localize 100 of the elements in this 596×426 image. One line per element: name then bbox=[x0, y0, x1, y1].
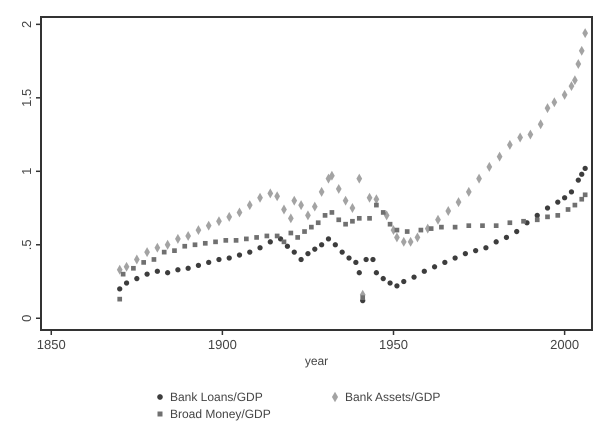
point bbox=[422, 268, 427, 274]
point bbox=[374, 270, 380, 276]
point bbox=[295, 235, 300, 240]
point bbox=[124, 280, 130, 286]
point bbox=[439, 224, 444, 230]
y-tick-label: 2 bbox=[19, 20, 34, 28]
legend-label: Bank Loans/GDP bbox=[170, 390, 263, 404]
legend-label: Bank Assets/GDP bbox=[345, 390, 440, 404]
point bbox=[428, 226, 434, 231]
point bbox=[186, 266, 191, 271]
y-tick-label: 1 bbox=[19, 168, 34, 175]
point bbox=[257, 245, 263, 250]
point bbox=[305, 250, 311, 256]
point bbox=[380, 210, 386, 215]
point bbox=[353, 260, 359, 266]
point bbox=[131, 266, 136, 271]
point bbox=[247, 249, 252, 255]
point bbox=[545, 214, 550, 220]
x-axis-title: year bbox=[304, 354, 328, 368]
point bbox=[568, 189, 574, 195]
point bbox=[374, 202, 379, 208]
y-tick-label: .5 bbox=[19, 239, 34, 250]
point bbox=[216, 256, 222, 262]
point bbox=[544, 205, 550, 211]
point bbox=[356, 216, 362, 221]
point bbox=[318, 242, 324, 248]
x-tick-label: 1850 bbox=[36, 337, 66, 352]
point bbox=[154, 268, 160, 274]
point bbox=[322, 213, 328, 218]
point bbox=[234, 238, 238, 243]
point bbox=[316, 220, 321, 226]
point bbox=[401, 278, 406, 284]
point bbox=[579, 172, 584, 177]
point bbox=[555, 200, 560, 205]
point bbox=[514, 228, 520, 234]
point bbox=[202, 240, 208, 246]
point bbox=[162, 250, 167, 254]
y-tick-label: 0 bbox=[19, 314, 34, 322]
point bbox=[555, 213, 560, 218]
point bbox=[302, 229, 307, 234]
point bbox=[452, 224, 458, 230]
point bbox=[494, 239, 499, 244]
point bbox=[387, 280, 393, 286]
point bbox=[380, 276, 386, 282]
point bbox=[356, 270, 362, 276]
point bbox=[298, 256, 304, 262]
point bbox=[566, 207, 570, 212]
point bbox=[411, 274, 417, 280]
point bbox=[274, 234, 280, 238]
point bbox=[282, 239, 286, 244]
point bbox=[192, 242, 198, 248]
point bbox=[336, 217, 342, 222]
point bbox=[244, 236, 249, 242]
point bbox=[120, 272, 126, 277]
point bbox=[442, 260, 448, 266]
point bbox=[340, 249, 345, 255]
x-tick-label: 1900 bbox=[208, 337, 237, 352]
point bbox=[134, 276, 140, 282]
point bbox=[472, 248, 478, 254]
point bbox=[394, 283, 400, 289]
point bbox=[292, 249, 297, 255]
point bbox=[480, 223, 485, 228]
x-tick-label: 1950 bbox=[379, 337, 408, 352]
point bbox=[117, 286, 122, 292]
point bbox=[152, 257, 156, 262]
point bbox=[579, 196, 584, 202]
point bbox=[236, 252, 242, 258]
point bbox=[404, 229, 410, 234]
point bbox=[521, 218, 526, 224]
point bbox=[206, 260, 212, 266]
point bbox=[346, 255, 352, 261]
point bbox=[360, 295, 366, 300]
point bbox=[312, 246, 318, 252]
point bbox=[466, 223, 472, 228]
point bbox=[326, 236, 332, 242]
point bbox=[164, 270, 170, 276]
point bbox=[141, 260, 146, 265]
point bbox=[213, 239, 218, 244]
point bbox=[330, 210, 334, 215]
point bbox=[117, 296, 122, 302]
point bbox=[432, 264, 438, 270]
point bbox=[144, 272, 150, 277]
point bbox=[309, 224, 314, 230]
point bbox=[582, 192, 588, 198]
point bbox=[350, 218, 355, 224]
point bbox=[576, 177, 581, 183]
point bbox=[196, 262, 202, 268]
point bbox=[504, 234, 510, 240]
point bbox=[418, 228, 424, 232]
y-tick-label: 1.5 bbox=[19, 88, 34, 107]
x-tick-label: 2000 bbox=[550, 337, 580, 352]
point bbox=[264, 234, 270, 238]
point bbox=[572, 202, 578, 208]
point bbox=[226, 255, 232, 261]
legend-label: Broad Money/GDP bbox=[170, 407, 271, 421]
point bbox=[494, 223, 499, 228]
point bbox=[288, 230, 294, 236]
point bbox=[452, 255, 458, 261]
point bbox=[182, 244, 188, 249]
point bbox=[268, 239, 273, 244]
